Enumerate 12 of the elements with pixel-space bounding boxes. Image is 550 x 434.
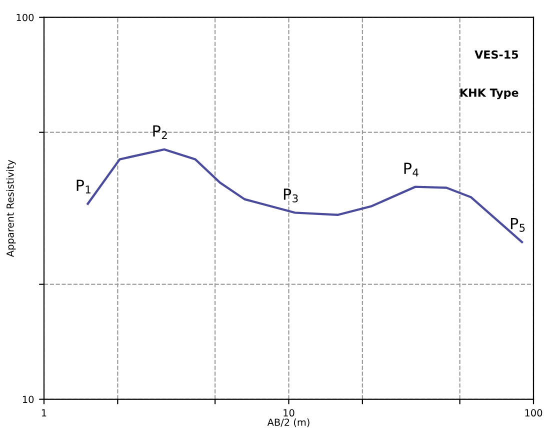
x-axis-title: AB/2 (m) (267, 418, 310, 428)
annotation: P$_{5}$ (510, 218, 525, 232)
annotation: P$_{4}$ (404, 162, 418, 176)
x-tick-label: 10 (284, 409, 294, 417)
annotation: P$_{1}$ (76, 180, 90, 194)
y-axis-title: Apparent Resistivity (6, 160, 16, 257)
annotation: KHK Type (460, 88, 518, 100)
x-tick-label: 1 (42, 409, 46, 416)
annotation: P$_{3}$ (284, 188, 298, 202)
annotation: VES-15 (474, 50, 518, 59)
annotation: P$_{2}$ (153, 125, 167, 140)
x-tick-label: 100 (525, 409, 542, 417)
